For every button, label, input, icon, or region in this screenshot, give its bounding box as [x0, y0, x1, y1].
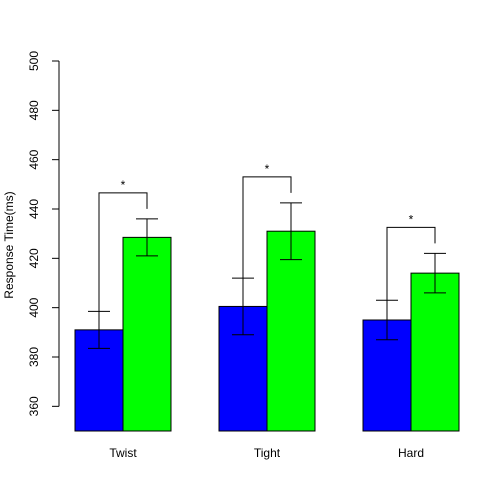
bar-tight-series2 — [267, 231, 315, 431]
y-tick-label-420: 420 — [27, 248, 41, 268]
bars-layer — [75, 231, 459, 431]
y-tick-label-500: 500 — [27, 51, 41, 71]
bar-twist-series2 — [123, 237, 171, 431]
x-axis-labels: Twist Tight Hard — [109, 446, 424, 460]
x-tick-label-twist: Twist — [109, 446, 137, 460]
x-tick-label-hard: Hard — [398, 446, 424, 460]
y-axis: 360 380 400 420 440 460 480 500 — [27, 51, 59, 417]
significance-star-hard: * — [409, 212, 414, 226]
y-tick-label-360: 360 — [27, 396, 41, 416]
y-tick-label-480: 480 — [27, 100, 41, 120]
significance-star-tight: * — [265, 162, 270, 176]
y-tick-label-400: 400 — [27, 297, 41, 317]
y-tick-label-460: 460 — [27, 149, 41, 169]
bar-hard-series2 — [411, 273, 459, 431]
x-tick-label-tight: Tight — [254, 446, 281, 460]
y-axis-title: Response Time(ms) — [2, 191, 16, 298]
y-tick-label-380: 380 — [27, 347, 41, 367]
significance-star-twist: * — [121, 178, 126, 192]
y-tick-label-440: 440 — [27, 199, 41, 219]
